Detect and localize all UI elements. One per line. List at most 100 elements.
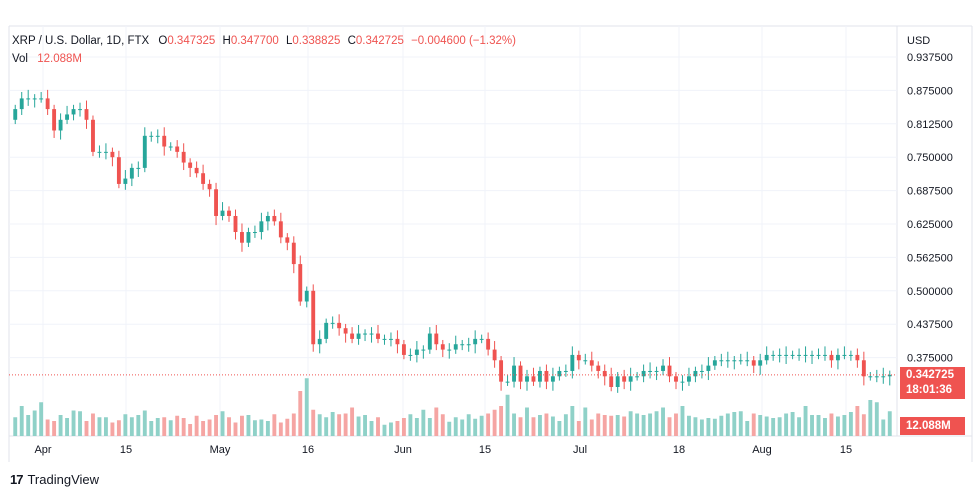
candle-body bbox=[745, 360, 750, 362]
legend-change: −0.004600 (−1.32%) bbox=[411, 35, 516, 47]
candle-body bbox=[240, 232, 244, 243]
candle-body bbox=[214, 189, 218, 216]
candle-body bbox=[369, 333, 374, 335]
volume-bar bbox=[674, 413, 678, 436]
candle-body bbox=[687, 376, 691, 382]
volume-bar bbox=[168, 420, 173, 436]
price-tick-label: 0.750000 bbox=[907, 152, 953, 164]
volume-bar bbox=[369, 421, 374, 436]
price-tick-label: 0.375000 bbox=[907, 353, 953, 365]
volume-bar bbox=[557, 421, 562, 436]
volume-bar bbox=[816, 415, 821, 436]
volume-bar bbox=[777, 417, 782, 436]
volume-bar bbox=[790, 412, 795, 436]
volume-bar bbox=[499, 406, 504, 436]
time-tick-label: Jul bbox=[573, 444, 587, 456]
candle-body bbox=[576, 354, 581, 361]
volume-bar bbox=[732, 412, 737, 436]
volume-bar bbox=[337, 414, 342, 436]
candle-body bbox=[790, 354, 795, 356]
time-tick-label: Jun bbox=[394, 444, 412, 456]
candle-body bbox=[220, 210, 225, 216]
volume-bar bbox=[667, 417, 672, 436]
volume-bar bbox=[654, 411, 659, 436]
volume-bar bbox=[149, 421, 154, 436]
candle-body bbox=[103, 151, 108, 153]
volume-bar bbox=[615, 415, 620, 436]
volume-bar bbox=[427, 418, 432, 436]
candle-body bbox=[738, 360, 743, 362]
tradingview-logo[interactable]: 17 TradingView bbox=[10, 472, 99, 487]
candle-body bbox=[246, 232, 251, 243]
candle-body bbox=[486, 338, 491, 350]
volume-bar bbox=[330, 412, 335, 436]
price-tick-label: 0.437500 bbox=[907, 319, 953, 331]
candle-body bbox=[803, 354, 808, 356]
volume-bar bbox=[285, 418, 290, 436]
legend-open-value: 0.347325 bbox=[167, 35, 216, 47]
volume-bar bbox=[311, 409, 316, 436]
candle-body bbox=[784, 354, 789, 356]
candle-body bbox=[538, 370, 542, 382]
volume-bar bbox=[188, 424, 193, 436]
price-tick-label: 0.812500 bbox=[907, 119, 953, 131]
volume-bar bbox=[129, 417, 134, 436]
last-volume-value: 12.088M bbox=[906, 420, 951, 432]
volume-bar bbox=[589, 419, 594, 436]
volume-bar bbox=[395, 421, 400, 436]
volume-bar bbox=[278, 422, 283, 436]
candle-body bbox=[855, 354, 860, 361]
volume-bar bbox=[233, 422, 238, 436]
legend-symbol[interactable]: XRP / U.S. Dollar, 1D, FTX bbox=[12, 35, 150, 47]
candle-body bbox=[194, 167, 199, 174]
volume-bar bbox=[745, 421, 750, 436]
price-tick-label: 0.875000 bbox=[907, 85, 953, 97]
volume-bar bbox=[175, 415, 180, 436]
volume-bar bbox=[492, 409, 497, 436]
volume-bar bbox=[304, 378, 309, 436]
candle-body bbox=[311, 290, 316, 345]
volume-bar bbox=[71, 410, 76, 436]
candle-body bbox=[835, 354, 840, 361]
volume-bar bbox=[861, 414, 866, 436]
candle-body bbox=[771, 354, 776, 356]
candle-body bbox=[512, 365, 516, 382]
candle-body bbox=[823, 354, 827, 356]
volume-bar bbox=[142, 410, 147, 436]
volume-bar bbox=[45, 419, 50, 436]
candle-body bbox=[175, 146, 180, 152]
time-tick-label: 15 bbox=[840, 444, 852, 456]
volume-bar bbox=[155, 418, 160, 436]
candle-body bbox=[78, 109, 82, 111]
candle-body bbox=[401, 344, 406, 355]
candle-body bbox=[674, 376, 678, 382]
candle-body bbox=[609, 376, 614, 387]
volume-bar bbox=[738, 411, 743, 436]
candle-body bbox=[110, 151, 115, 158]
candlesticks bbox=[13, 89, 892, 393]
candle-body bbox=[661, 365, 665, 371]
candle-body bbox=[201, 173, 206, 184]
candle-body bbox=[58, 119, 63, 131]
candle-body bbox=[330, 322, 335, 324]
candle-body bbox=[460, 344, 465, 346]
volume-bar bbox=[531, 417, 536, 436]
volume-bar bbox=[505, 394, 510, 436]
volume-bar bbox=[434, 407, 439, 436]
candle-body bbox=[272, 215, 277, 222]
candle-body bbox=[732, 360, 737, 362]
candle-body bbox=[648, 370, 653, 372]
volume-bar bbox=[207, 419, 212, 436]
last-price-value: 0.342725 bbox=[906, 368, 954, 381]
volume-bars bbox=[13, 378, 892, 436]
volume-bar bbox=[803, 406, 808, 436]
volume-bar bbox=[421, 409, 426, 436]
volume-bar bbox=[661, 407, 665, 436]
candle-body bbox=[699, 370, 704, 372]
candle-body bbox=[842, 354, 847, 356]
price-axis-labels: 0.375000 0.437500 0.500000 0.562500 0.625000… bbox=[907, 52, 953, 365]
candle-body bbox=[155, 135, 160, 137]
candle-body bbox=[389, 338, 393, 340]
volume-bar bbox=[259, 419, 264, 436]
